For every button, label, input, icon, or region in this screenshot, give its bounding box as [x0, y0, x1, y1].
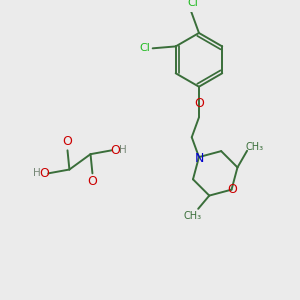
Text: O: O [40, 167, 50, 180]
Text: O: O [194, 98, 204, 110]
Text: H: H [33, 168, 41, 178]
Text: CH₃: CH₃ [183, 211, 202, 220]
Text: Cl: Cl [140, 43, 150, 53]
Text: O: O [227, 183, 237, 196]
Text: N: N [194, 152, 204, 164]
Text: CH₃: CH₃ [246, 142, 264, 152]
Text: H: H [119, 145, 127, 155]
Text: O: O [88, 176, 98, 188]
Text: O: O [110, 144, 120, 157]
Text: Cl: Cl [188, 0, 199, 8]
Text: O: O [63, 135, 72, 148]
